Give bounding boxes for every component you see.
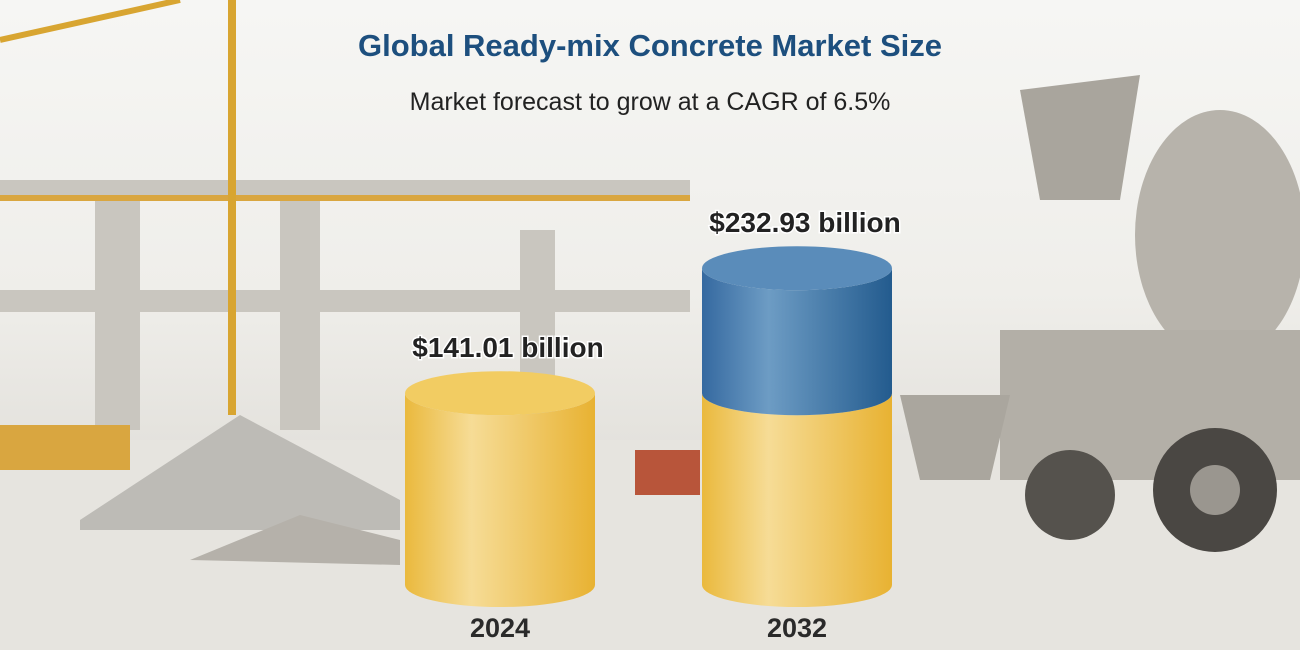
bar-base-2032 [702,393,892,607]
value-label: $232.93 billion [709,207,900,238]
bar-top-2024 [405,371,595,416]
bar-growth-2032 [702,268,892,416]
chart-subtitle: Market forecast to grow at a CAGR of 6.5… [409,88,891,116]
value-label: $141.01 billion [412,332,603,363]
category-label: 2024 [470,613,530,643]
bar-base-2024 [405,393,595,607]
chart-title: Global Ready-mix Concrete Market Size [357,28,943,63]
bar-top-2032 [702,246,892,291]
category-label: 2032 [767,613,827,643]
